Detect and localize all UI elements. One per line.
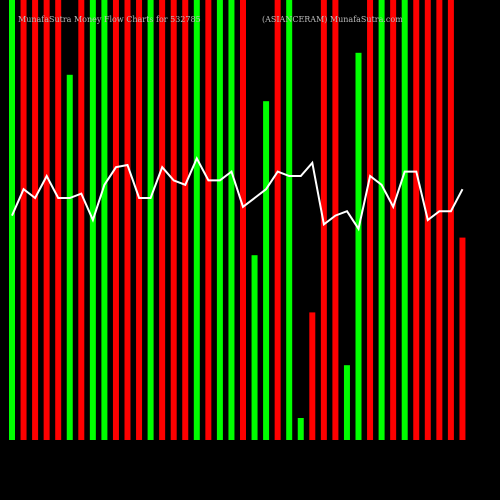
bar (378, 0, 385, 440)
bar (240, 0, 246, 440)
money-flow-line (11, 156, 464, 232)
bar (136, 0, 143, 440)
bar (159, 0, 166, 440)
bar (309, 312, 316, 440)
bar (170, 0, 177, 440)
bar (263, 101, 270, 440)
bar (216, 0, 223, 440)
bar (343, 365, 350, 440)
bar (228, 0, 235, 440)
bar (182, 0, 189, 440)
bar (355, 52, 362, 441)
bar (32, 0, 39, 440)
bar (20, 0, 27, 440)
bar (332, 0, 339, 440)
bar (274, 0, 281, 440)
bar (447, 0, 454, 440)
bar (112, 0, 119, 440)
bar (436, 0, 443, 440)
bar (390, 0, 397, 440)
bar (286, 0, 293, 440)
bar (66, 74, 73, 441)
bar (55, 0, 62, 440)
bar (193, 0, 200, 440)
bar (78, 0, 85, 440)
bar (367, 0, 374, 440)
bar (147, 0, 154, 440)
chart-subtitle: (ASIANCERAM) MunafaSutra.com (262, 15, 403, 24)
chart-title: MunafaSutra Money Flow Charts for 532785 (18, 15, 201, 24)
bar (401, 0, 408, 440)
bar (251, 255, 258, 440)
bar (297, 418, 304, 440)
bar (124, 0, 131, 440)
bar (459, 237, 466, 440)
bar (101, 0, 108, 440)
bar (43, 0, 50, 440)
bar (413, 0, 420, 440)
bar (9, 0, 15, 440)
bar (205, 0, 212, 440)
